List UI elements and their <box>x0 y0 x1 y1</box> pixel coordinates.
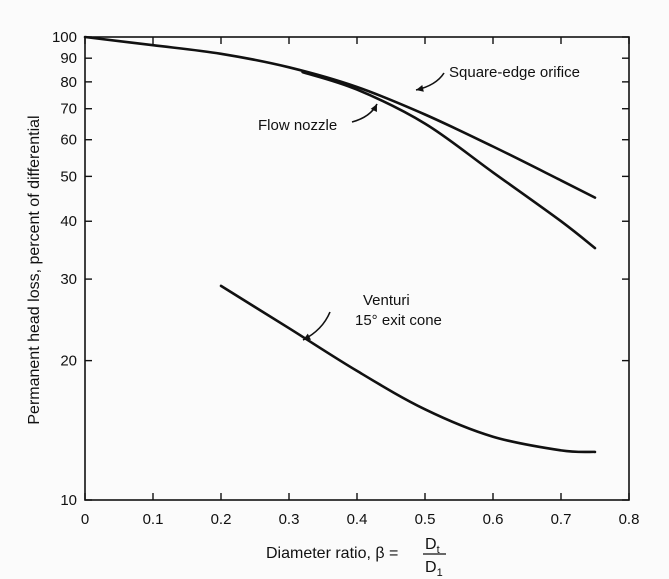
x-axis-fraction-denominator: D1 <box>425 559 443 579</box>
annotation-venturi-exit-cone: 15° exit cone <box>355 312 442 329</box>
curve-venturi <box>219 284 597 454</box>
y-tick-label: 50 <box>60 168 77 185</box>
plot-frame <box>84 36 630 501</box>
x-tick-label: 0.4 <box>347 511 368 528</box>
x-tick-label: 0.1 <box>143 511 164 528</box>
plot-border <box>84 36 630 501</box>
y-tick-label: 80 <box>60 74 77 91</box>
x-tick-label: 0 <box>81 511 89 528</box>
y-tick-label: 90 <box>60 50 77 67</box>
pointer-flow-nozzle-head <box>370 104 377 112</box>
x-axis-title: Diameter ratio, β = Dt D1 <box>266 536 446 579</box>
annotation-square-edge-orifice: Square-edge orifice <box>449 64 580 81</box>
pointer-venturi-head <box>303 333 311 340</box>
x-tick-label: 0.5 <box>415 511 436 528</box>
curve-flow-nozzle <box>301 70 597 250</box>
y-axis-ticks: 10 20 30 40 50 60 70 80 90 100 <box>52 29 629 509</box>
x-axis-label: Diameter ratio, β = <box>266 545 398 562</box>
y-tick-label: 100 <box>52 29 77 46</box>
x-axis-fraction-numerator: Dt <box>425 536 440 556</box>
x-tick-label: 0.6 <box>483 511 504 528</box>
x-tick-label: 0.7 <box>551 511 572 528</box>
y-tick-label: 60 <box>60 132 77 149</box>
x-tick-label: 0.8 <box>619 511 640 528</box>
series-lines <box>83 35 597 454</box>
pointer-flow-nozzle <box>351 103 378 123</box>
y-tick-label: 70 <box>60 101 77 118</box>
x-tick-label: 0.2 <box>211 511 232 528</box>
x-axis-ticks: 0 0.1 0.2 0.3 0.4 0.5 0.6 0.7 0.8 <box>81 37 640 528</box>
y-tick-label: 30 <box>60 271 77 288</box>
y-tick-label: 20 <box>60 353 77 370</box>
y-axis-label: Permanent head loss, percent of differen… <box>26 115 43 424</box>
annotation-flow-nozzle: Flow nozzle <box>258 117 337 134</box>
annotation-pointers <box>302 72 445 341</box>
pointer-square-edge-orifice-head <box>416 85 424 92</box>
y-tick-label: 10 <box>60 492 77 509</box>
annotation-venturi: Venturi <box>363 292 410 309</box>
curve-square-edge-orifice <box>83 35 597 199</box>
x-tick-label: 0.3 <box>279 511 300 528</box>
y-tick-label: 40 <box>60 213 77 230</box>
